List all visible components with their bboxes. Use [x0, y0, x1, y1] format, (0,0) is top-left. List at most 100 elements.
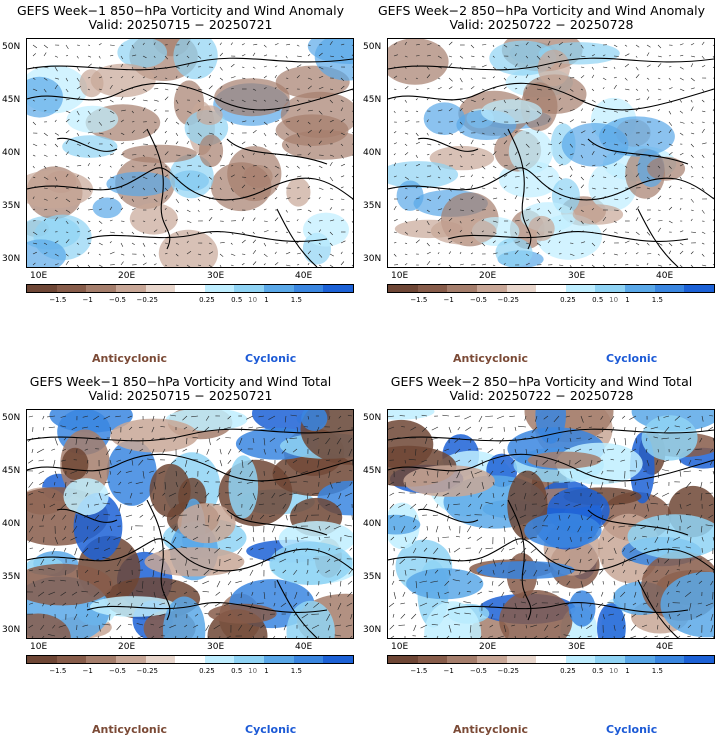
vorticity-map — [387, 38, 715, 268]
coastline — [507, 128, 532, 250]
coastline — [86, 602, 328, 613]
anticyclonic-area — [149, 463, 191, 518]
lat-label: 45N — [363, 466, 382, 476]
colorbar-tick-label: 0.25 — [560, 667, 576, 675]
cyclonic-area — [27, 239, 67, 267]
cyclonic-area — [495, 237, 533, 267]
colorbar-tick-label: −0.5 — [108, 667, 126, 675]
colorbar-tick-label: −0.25 — [497, 667, 519, 675]
panel-valid-dates: Valid: 20250715 − 20250721 — [88, 388, 273, 403]
anticyclonic-area — [158, 229, 218, 267]
cyclonic-area — [66, 105, 119, 133]
cyclonic-area — [508, 128, 553, 174]
colorbar-tick-label: 1 — [625, 667, 630, 675]
cyclonic-area — [535, 410, 566, 444]
anticyclonic-area — [286, 177, 311, 207]
anticyclonic-area — [90, 63, 156, 98]
colorbar-tick-label: −1.5 — [410, 296, 428, 304]
colorbar-tick-label: 0.25 — [560, 296, 576, 304]
coastline — [388, 428, 714, 442]
coastline — [27, 428, 353, 442]
colorbar-tick-label: 1.5 — [290, 667, 302, 675]
lon-label: 20E — [479, 642, 497, 652]
colorbar-tick-label: −0.25 — [136, 296, 158, 304]
coastline — [637, 208, 679, 267]
colorbar-tick-label: 1 — [625, 296, 630, 304]
legend-cyclonic: Cyclonic — [245, 352, 297, 365]
lat-label: 35N — [2, 572, 21, 582]
lon-label: 40E — [656, 642, 674, 652]
anticyclonic-area — [214, 78, 290, 117]
colorbar-tick-label: 0.5 — [592, 296, 604, 304]
lat-label: 30N — [363, 625, 382, 635]
map-panel-week2-anomaly: GEFS Week−2 850−hPa Vorticity and Wind A… — [361, 0, 722, 371]
colorbar-tick-label: 0.25 — [199, 296, 215, 304]
anticyclonic-area — [61, 447, 89, 480]
cyclonic-area — [63, 478, 109, 516]
cyclonic-area — [597, 603, 626, 638]
wind-vectors — [388, 414, 714, 638]
panel-title: GEFS Week−2 850−hPa Vorticity and Wind A… — [377, 3, 706, 18]
wind-vectors — [393, 40, 714, 267]
anticyclonic-area — [275, 114, 349, 146]
lat-label: 35N — [2, 201, 21, 211]
lon-label: 40E — [295, 271, 313, 281]
lon-label: 20E — [118, 642, 136, 652]
coastline — [27, 167, 353, 201]
colorbar — [26, 655, 354, 664]
anticyclonic-area — [210, 162, 272, 212]
coastline — [146, 499, 171, 621]
cyclonic-area — [641, 415, 698, 461]
cyclonic-area — [117, 39, 167, 68]
coastline — [417, 137, 479, 152]
coastline — [447, 602, 689, 613]
cyclonic-area — [301, 410, 328, 431]
cyclonic-area — [627, 514, 714, 559]
coastline — [388, 57, 714, 71]
lon-label: 20E — [118, 271, 136, 281]
colorbar-tick-label: −1 — [443, 667, 454, 675]
anticyclonic-area — [144, 547, 245, 577]
lon-label: 10E — [30, 642, 48, 652]
lat-label: 45N — [2, 95, 21, 105]
map-panel-week2-total: GEFS Week−2 850−hPa Vorticity and Wind T… — [361, 371, 722, 742]
cyclonic-area — [303, 212, 349, 247]
wind-vectors — [32, 40, 353, 267]
anticyclonic-area — [537, 49, 570, 87]
lon-label: 40E — [295, 642, 313, 652]
anticyclonic-area — [27, 613, 71, 638]
map-panel-week1-anomaly: GEFS Week−1 850−hPa Vorticity and Wind A… — [0, 0, 361, 371]
cyclonic-area — [92, 197, 122, 219]
anticyclonic-area — [388, 39, 449, 85]
panel-valid-dates: Valid: 20250722 − 20250728 — [449, 17, 634, 32]
lat-label: 45N — [2, 466, 21, 476]
anticyclonic-area — [572, 204, 624, 225]
legend-cyclonic: Cyclonic — [606, 352, 658, 365]
lat-label: 30N — [2, 625, 21, 635]
cyclonic-area — [660, 571, 714, 638]
lon-label: 30E — [207, 271, 225, 281]
coastline — [56, 508, 118, 523]
colorbar-tick-label: −1.5 — [49, 667, 67, 675]
anticyclonic-area — [527, 451, 602, 469]
cyclonic-area — [424, 601, 482, 638]
lon-label: 30E — [207, 642, 225, 652]
colorbar-tick-label: 1 — [264, 296, 269, 304]
panel-title: GEFS Week−2 850−hPa Vorticity and Wind T… — [390, 374, 693, 389]
vorticity-map — [26, 38, 354, 268]
anticyclonic-area — [499, 590, 573, 638]
anticyclonic-area — [647, 156, 686, 181]
lat-label: 50N — [2, 413, 21, 423]
colorbar-tick-label: −1 — [443, 296, 454, 304]
coastline — [587, 138, 689, 165]
colorbar-tick-label: 1 — [264, 667, 269, 675]
legend-cyclonic: Cyclonic — [606, 723, 658, 736]
lon-label: 10E — [30, 271, 48, 281]
colorbar-tick-label: 1.5 — [651, 667, 663, 675]
vorticity-map — [387, 409, 715, 639]
anticyclonic-area — [177, 503, 236, 544]
coastline — [226, 138, 328, 165]
anticyclonic-area — [121, 144, 197, 163]
colorbar-tick-label: 1.5 — [290, 296, 302, 304]
legend-anticyclonic: Anticyclonic — [92, 352, 168, 365]
